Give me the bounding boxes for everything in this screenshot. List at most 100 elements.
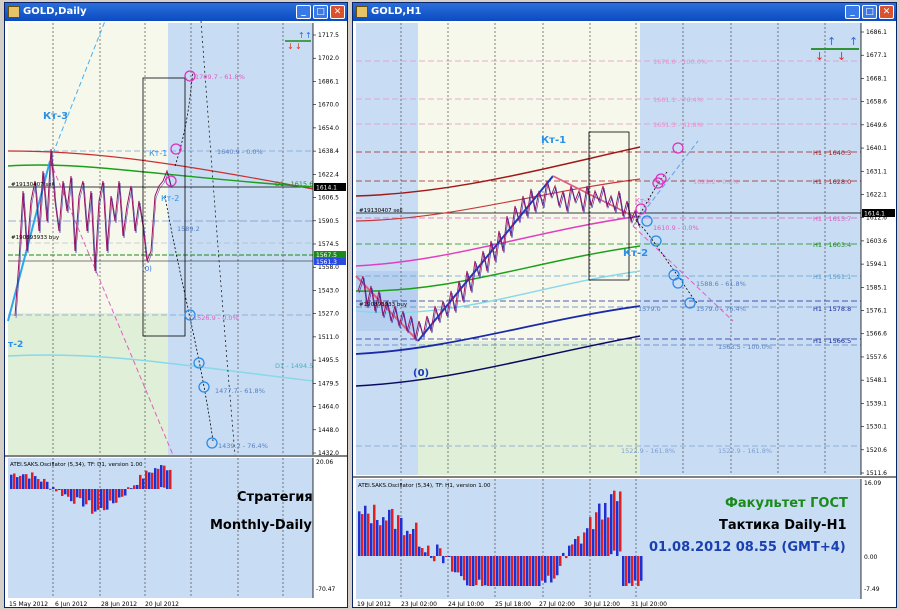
badge-blue-text: 1561.3 (316, 259, 337, 266)
price-tick-label: 1558.0 (318, 264, 339, 271)
date-tick-label: 6 Jun 2012 (55, 601, 87, 607)
gold-h1-window: GOLD,H1 _ □ ✕ (352, 2, 897, 608)
minimize-button[interactable]: _ (296, 5, 311, 19)
daily-oscillator-title: ATEI.SAKS.Oscillator (5,34), TF: D1, ver… (10, 462, 143, 468)
strategy-line2: Monthly-Daily (210, 518, 312, 533)
osc-bottom-value: -70.47 (316, 586, 336, 593)
current-price-badge (314, 183, 346, 191)
price-tick-label: 1566.6 (866, 331, 887, 338)
order-buy-label: #190893933 buy (11, 235, 60, 241)
price-tick-label: 1511.6 (866, 470, 887, 477)
gold-daily-titlebar[interactable]: GOLD,Daily _ □ ✕ (5, 3, 347, 21)
price-tick-label: 1702.0 (318, 55, 339, 62)
price-tick-label: 1539.1 (866, 400, 887, 407)
h1-level-label: H1 - 1640.3 (813, 149, 851, 157)
price-tick-label: 1686.1 (318, 78, 339, 85)
osc-top-value: 20.06 (316, 459, 333, 466)
date-tick-label: 28 Jun 2012 (101, 601, 137, 607)
price-tick-label: 1622.4 (318, 171, 339, 178)
date-tick-label: 20 Jul 2012 (145, 601, 179, 607)
kt2-small-label: Кт-2 (635, 197, 651, 205)
fib-level-label: 1676.6 - 100.0% (653, 58, 707, 66)
price-tick-label: 1530.1 (866, 424, 887, 431)
maximize-button[interactable]: □ (862, 5, 877, 19)
h1-level-label: H1 - 1578.8 (813, 305, 851, 313)
kt3-label: Кт-3 (43, 111, 68, 122)
price-tick-label: 1543.0 (318, 287, 339, 294)
fib-level-label: 1579.0 (638, 305, 661, 313)
date-tick-label: 24 Jul 10:00 (448, 601, 484, 607)
current-price-badge (862, 209, 895, 217)
level-label: D1 - 1615.6 (275, 180, 313, 188)
level-label: 1709.7 - 61.8% (195, 73, 245, 81)
date-tick-label: 19 Jul 2012 (357, 601, 391, 607)
kt1-label: Кт-1 (149, 149, 167, 158)
price-tick-label: 1631.1 (866, 168, 887, 175)
price-tick-label: 1574.5 (318, 241, 339, 248)
price-tick-label: 1649.6 (866, 122, 887, 129)
fib-level-label: 1651.3 - 61.8% (653, 121, 703, 129)
fib-level-label: 1610.9 - 0.0% (653, 224, 699, 232)
kt2-label: Кт-2 (623, 248, 648, 259)
order-buy-label: #190893933 buy (359, 302, 408, 308)
fib-level-label: 1588.6 - 61.8% (696, 280, 746, 288)
fib-level-label: 1661.1 - 76.4% (653, 96, 703, 104)
price-tick-label: 1640.1 (866, 145, 887, 152)
svg-text:↑: ↑ (827, 35, 836, 48)
close-button[interactable]: ✕ (879, 5, 894, 19)
level-label: 1526.9 - 0.0% (193, 314, 239, 322)
osc-bottom-value: -7.49 (864, 586, 880, 593)
minimize-button[interactable]: _ (845, 5, 860, 19)
price-tick-label: 1622.1 (866, 191, 887, 198)
price-tick-label: 1590.5 (318, 218, 339, 225)
trend-arrows-icon: ↓ ↓ ↑ ↑ (811, 35, 859, 63)
fib-level-label: 1629.2 - 0.0% (693, 178, 739, 186)
price-tick-label: 1594.1 (866, 261, 887, 268)
daily-oscillator-histogram (10, 465, 172, 514)
strategy-line1: Стратегия (237, 490, 313, 505)
price-tick-label: 1654.0 (318, 125, 339, 132)
kt1-label: Кт-1 (541, 135, 566, 146)
h1-level-label: H1 - 1615.7 (813, 215, 851, 223)
date-tick-label: 15 May 2012 (9, 601, 48, 607)
price-tick-label: 1527.0 (318, 311, 339, 318)
zero-label: (0) (413, 368, 429, 379)
tactic-label: Тактика Daily-H1 (719, 518, 847, 533)
svg-text:↓: ↓ (295, 42, 302, 51)
close-button[interactable]: ✕ (330, 5, 345, 19)
price-tick-label: 1668.1 (866, 75, 887, 82)
date-tick-label: 23 Jul 02:00 (401, 601, 437, 607)
current-price-badge-text: 1614.1 (864, 211, 885, 218)
h1-oscillator-histogram (358, 490, 643, 586)
osc-top-value: 16.09 (864, 480, 881, 487)
level-label: D1 - 1494.5 (275, 362, 313, 370)
price-tick-label: 1520.6 (866, 447, 887, 454)
price-tick-label: 1576.1 (866, 308, 887, 315)
price-tick-label: 1638.4 (318, 148, 339, 155)
kt2-label: Кт-2 (161, 194, 179, 203)
gold-h1-title: GOLD,H1 (371, 6, 422, 17)
order-sell-label: #19130407 sell (359, 208, 403, 214)
price-tick-label: 1585.1 (866, 284, 887, 291)
h1-level-label: H1 - 1628.0 (813, 178, 851, 186)
price-tick-label: 1557.6 (866, 354, 887, 361)
gold-h1-chart[interactable]: Кт-1 Кт-2 Кт-2 (0) #19130407 sell #19089… (353, 21, 896, 607)
price-tick-label: 1432.0 (318, 450, 339, 457)
svg-text:↓: ↓ (815, 50, 824, 63)
h1-level-label: H1 - 1591.1 (813, 273, 851, 281)
gold-h1-titlebar[interactable]: GOLD,H1 _ □ ✕ (353, 3, 896, 21)
price-tick-label: 1603.6 (866, 238, 887, 245)
date-tick-label: 27 Jul 02:00 (539, 601, 575, 607)
gold-daily-chart[interactable]: Кт-3 Кт-1 Кт-2 т-2 (0) #19130407 sell #1… (5, 21, 347, 607)
h1-level-label: H1 - 1566.5 (813, 337, 851, 345)
trend-arrows-icon: ↓ ↓ ↑ ↑ (285, 31, 312, 51)
svg-text:↑: ↑ (298, 31, 305, 40)
price-tick-label: 1606.5 (318, 195, 339, 202)
faculty-label: Факультет ГОСТ (725, 496, 848, 511)
svg-text:↓: ↓ (837, 50, 846, 63)
price-tick-label: 1448.0 (318, 427, 339, 434)
svg-text:↓: ↓ (287, 42, 294, 51)
svg-text:↑: ↑ (305, 31, 312, 40)
price-tick-label: 1479.5 (318, 380, 339, 387)
maximize-button[interactable]: □ (313, 5, 328, 19)
